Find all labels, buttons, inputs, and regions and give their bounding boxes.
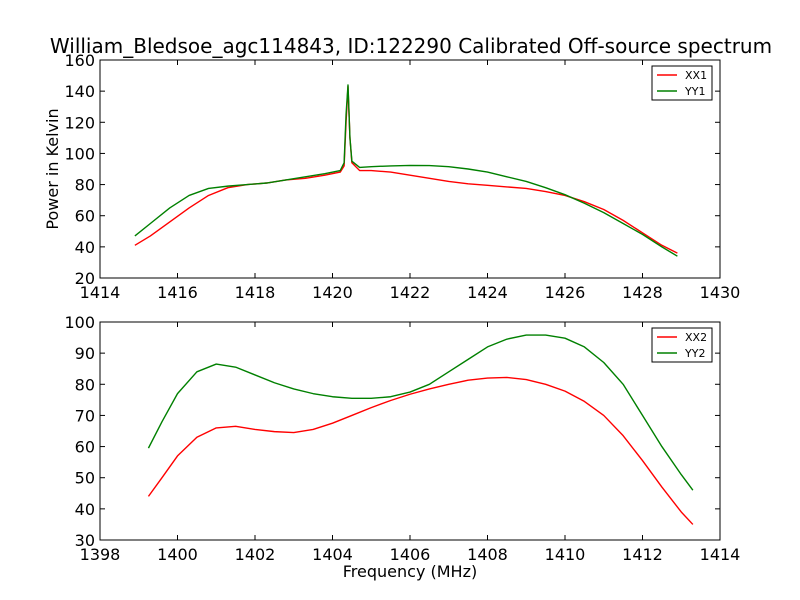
legend-box	[651, 65, 713, 101]
y-axis-label: Power in Kelvin	[43, 108, 62, 229]
y-tick-label: 160	[64, 51, 95, 70]
x-tick-label: 1416	[157, 283, 198, 302]
legend-label-xx1: XX1	[685, 69, 707, 82]
x-tick-label: 1412	[622, 545, 663, 564]
x-tick-label: 1424	[467, 283, 508, 302]
y-tick-label: 40	[75, 500, 95, 519]
x-tick-label: 1402	[235, 545, 276, 564]
x-tick-label: 1410	[545, 545, 586, 564]
x-axis-label: Frequency (MHz)	[343, 562, 477, 581]
plot-panel-2: 1398 1400 1402 1404 1406 1408 1410 1412 1414 30 40…	[64, 313, 740, 564]
x-tick-label: 1404	[312, 545, 353, 564]
y-tick-label: 50	[75, 469, 95, 488]
y-tick-label: 80	[75, 375, 95, 394]
y-tick-label: 100	[64, 144, 95, 163]
x-tick-label: 1428	[622, 283, 663, 302]
series-line-yy1	[134, 84, 678, 257]
y-tick-label: 70	[75, 406, 95, 425]
x-tick-label: 1414	[700, 545, 741, 564]
plot-panel-1: 1414 1416 1418 1420 1422 1424 1426 1428 1430 20 40…	[64, 51, 740, 302]
x-tick-label: 1426	[545, 283, 586, 302]
x-tick-label: 1422	[390, 283, 431, 302]
x-tick-label: 1418	[235, 283, 276, 302]
y-tick-label: 90	[75, 344, 95, 363]
legend-label-yy2: YY2	[684, 347, 705, 360]
legend-label-yy1: YY1	[684, 85, 705, 98]
x-tick-label: 1420	[312, 283, 353, 302]
legend-label-xx2: XX2	[685, 331, 707, 344]
y-tick-label: 30	[75, 531, 95, 550]
y-tick-label: 140	[64, 82, 95, 101]
y-tick-label: 80	[75, 176, 95, 195]
chart-title: William_Bledsoe_agc114843, ID:122290 Cal…	[50, 34, 772, 58]
x-tick-label: 1398	[80, 545, 121, 564]
series-line-yy2	[147, 334, 694, 491]
y-tick-label: 120	[64, 113, 95, 132]
y-tick-label: 100	[64, 313, 95, 332]
x-tick-label: 1414	[80, 283, 121, 302]
x-tick-label: 1400	[157, 545, 198, 564]
x-tick-label: 1406	[390, 545, 431, 564]
y-tick-label: 20	[75, 269, 95, 288]
legend-box	[651, 327, 713, 363]
y-tick-label: 60	[75, 207, 95, 226]
series-line-xx2	[147, 376, 694, 525]
x-tick-label: 1408	[467, 545, 508, 564]
x-tick-label: 1430	[700, 283, 741, 302]
y-tick-label: 40	[75, 238, 95, 257]
y-tick-label: 60	[75, 438, 95, 457]
